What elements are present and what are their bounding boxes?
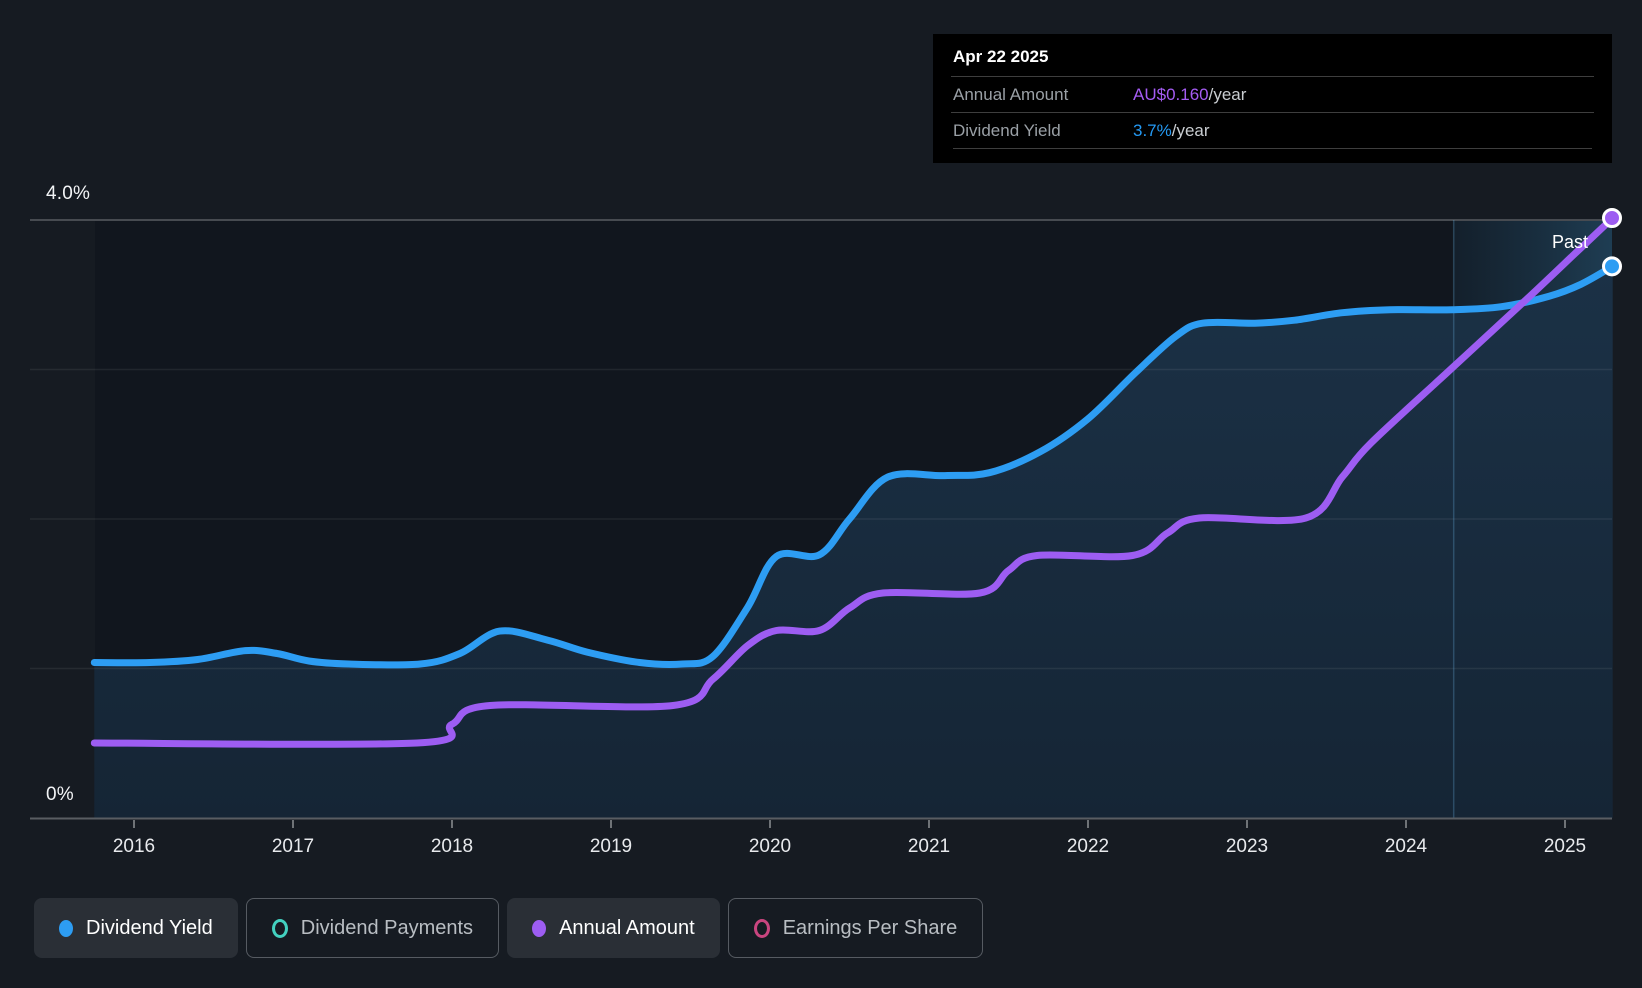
x-axis-label-2025: 2025 xyxy=(1543,836,1587,857)
legend-chip-dividend-payments[interactable]: Dividend Payments xyxy=(245,898,500,958)
legend-chip-dividend-yield[interactable]: Dividend Yield xyxy=(34,898,238,958)
legend: Dividend Yield Dividend Payments Annual Am… xyxy=(34,898,984,958)
legend-dot-icon xyxy=(532,919,547,937)
x-axis-label-2021: 2021 xyxy=(907,836,951,857)
annual-amount-endpoint-marker xyxy=(1602,208,1622,228)
legend-label: Dividend Payments xyxy=(300,916,474,939)
tooltip-row-label: Dividend Yield xyxy=(953,120,1061,140)
x-axis-label-2023: 2023 xyxy=(1225,836,1269,857)
tooltip-row: Dividend Yield 3.7% /year xyxy=(951,112,1594,148)
annual-amount-line xyxy=(90,214,1617,748)
tooltip-row: Annual Amount AU$0.160 /year xyxy=(951,76,1594,112)
tooltip: Apr 22 2025 Annual Amount AU$0.160 /year… xyxy=(933,34,1612,163)
tooltip-row-value: AU$0.160 xyxy=(1133,84,1209,104)
x-axis-label-2017: 2017 xyxy=(271,836,315,857)
dividend-yield-endpoint-marker xyxy=(1602,256,1622,277)
legend-ring-icon xyxy=(271,918,288,938)
legend-label: Annual Amount xyxy=(559,916,695,939)
x-axis-label-2019: 2019 xyxy=(589,836,633,857)
tooltip-row-suffix: /year xyxy=(1171,120,1210,140)
tooltip-row-label: Annual Amount xyxy=(953,84,1069,104)
x-axis-label-2024: 2024 xyxy=(1384,836,1428,857)
tooltip-row-value: 3.7% xyxy=(1133,120,1172,140)
x-axis-label-2022: 2022 xyxy=(1066,836,1110,857)
y-axis-label-zero: 0% xyxy=(46,784,74,805)
x-axis-label-2016: 2016 xyxy=(112,836,156,857)
tooltip-row-suffix: /year xyxy=(1208,84,1247,104)
tooltip-divider xyxy=(953,148,1592,149)
x-axis-label-2020: 2020 xyxy=(748,836,792,857)
legend-chip-earnings-per-share[interactable]: Earnings Per Share xyxy=(727,898,984,958)
legend-label: Dividend Yield xyxy=(86,916,213,939)
legend-chip-annual-amount[interactable]: Annual Amount xyxy=(507,898,720,958)
dividend-yield-line xyxy=(90,262,1617,669)
legend-ring-icon xyxy=(753,918,770,938)
dividend-yield-area xyxy=(94,266,1613,818)
x-axis-label-2018: 2018 xyxy=(430,836,474,857)
past-label: Past xyxy=(1551,232,1589,252)
legend-label: Earnings Per Share xyxy=(782,916,958,939)
y-axis-label-top: 4.0% xyxy=(46,183,91,204)
tooltip-date: Apr 22 2025 xyxy=(953,47,1049,66)
legend-dot-icon xyxy=(59,919,73,937)
